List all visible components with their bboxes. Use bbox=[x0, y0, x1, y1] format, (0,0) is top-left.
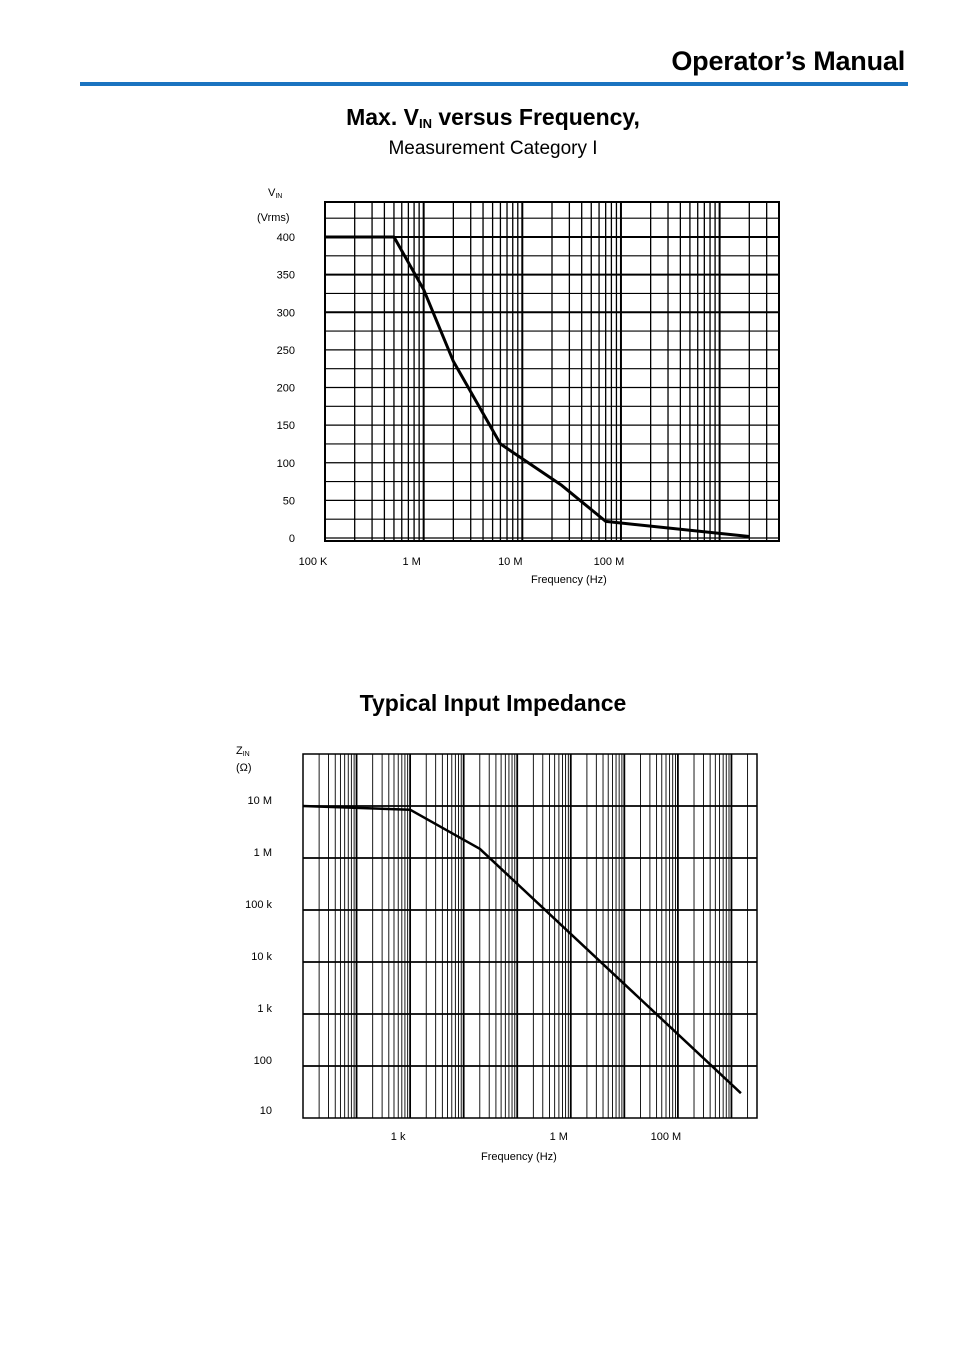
chart1-yunit: (Vrms) bbox=[257, 212, 290, 224]
chart1-series-line bbox=[325, 235, 750, 538]
chart1-subtitle: Measurement Category I bbox=[388, 138, 598, 159]
chart1-title: Max. VIN versus Frequency, bbox=[346, 104, 640, 131]
chart1-ylabel: VIN bbox=[268, 187, 283, 200]
chart2-ytick-label: 10 M bbox=[248, 795, 272, 807]
chart1-xtick-label: 10 M bbox=[498, 556, 522, 568]
chart1-ytick-label: 350 bbox=[277, 270, 295, 282]
chart2-series-line bbox=[302, 804, 742, 1095]
chart2-ytick-label: 10 k bbox=[251, 951, 272, 963]
chart2-ytick-label: 100 bbox=[254, 1055, 272, 1067]
chart1-ytick-label: 300 bbox=[277, 307, 295, 319]
chart1-ytick-label: 200 bbox=[277, 383, 295, 395]
chart1-xlabel: Frequency (Hz) bbox=[531, 574, 607, 586]
chart2-ytick-label: 100 k bbox=[245, 899, 272, 911]
chart1-ytick-label: 150 bbox=[277, 420, 295, 432]
chart2-xtick-label: 100 M bbox=[651, 1131, 682, 1143]
chart1-xtick-label: 100 K bbox=[299, 556, 328, 568]
chart2-ytick-label: 10 bbox=[260, 1105, 272, 1117]
chart2-title: Typical Input Impedance bbox=[359, 690, 627, 716]
chart2-xtick-label: 1 M bbox=[550, 1131, 568, 1143]
header-rule bbox=[80, 82, 908, 86]
chart2-ylabel: ZIN bbox=[236, 745, 250, 758]
chart2-xtick-label: 1 k bbox=[391, 1131, 406, 1143]
chart1-xtick-label: 1 M bbox=[402, 556, 420, 568]
chart2-frame bbox=[302, 753, 758, 1119]
chart1-xtick-label: 100 M bbox=[594, 556, 625, 568]
chart1-ytick-label: 50 bbox=[283, 495, 295, 507]
chart2-xlabel: Frequency (Hz) bbox=[481, 1151, 557, 1163]
chart2-yunit: (Ω) bbox=[236, 762, 252, 774]
chart1-ytick-label: 100 bbox=[277, 458, 295, 470]
chart1-ytick-label: 0 bbox=[289, 533, 295, 545]
chart1-ytick-label: 400 bbox=[277, 232, 295, 244]
chart1-ytick-label: 250 bbox=[277, 345, 295, 357]
page-header-title: Operator’s Manual bbox=[671, 46, 905, 76]
chart2-ytick-label: 1 k bbox=[257, 1003, 272, 1015]
chart2-ytick-label: 1 M bbox=[254, 847, 272, 859]
